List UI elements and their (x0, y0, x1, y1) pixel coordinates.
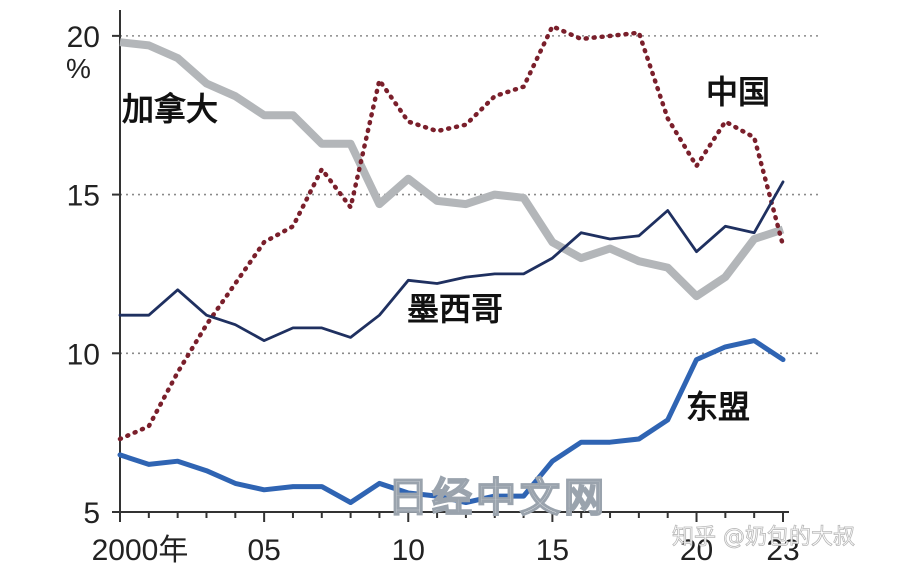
credit-text: 知乎 @奶包的大叔 (672, 525, 855, 550)
x-tick-label-2010: 10 (392, 534, 425, 567)
series-line-0 (119, 38, 785, 301)
y-tick-label-20: 20 (67, 21, 100, 54)
x-tick-label-2000: 2000年 (92, 534, 189, 567)
series-labels: 加拿大 中国 墨西哥 东盟 (122, 73, 770, 426)
series-layer (117, 24, 786, 505)
x-tick-label-2005: 05 (247, 534, 280, 567)
series-line-2 (118, 180, 785, 343)
y-tick-labels: 5 10 15 20 (67, 21, 100, 530)
x-tick-label-2020: 20 (680, 534, 713, 567)
y-unit-label: % (66, 53, 91, 84)
grid-lines (120, 35, 820, 355)
x-tick-label-2023: 23 (766, 534, 799, 567)
series-label-china: 中国 (706, 73, 770, 111)
series-label-asean: 东盟 (686, 388, 750, 426)
y-tick-label-15: 15 (67, 180, 100, 213)
x-tick-labels: 2000年 05 10 15 20 23 (92, 534, 800, 567)
axes (112, 10, 789, 522)
series-label-mexico: 墨西哥 (407, 290, 503, 328)
y-tick-label-10: 10 (67, 338, 100, 371)
watermark-text: 日经中文网 (388, 475, 608, 521)
series-label-canada: 加拿大 (122, 90, 218, 128)
y-tick-label-5: 5 (83, 497, 100, 530)
series-line-3 (117, 338, 786, 505)
series-line-1 (117, 24, 786, 442)
x-tick-label-2015: 15 (536, 534, 569, 567)
